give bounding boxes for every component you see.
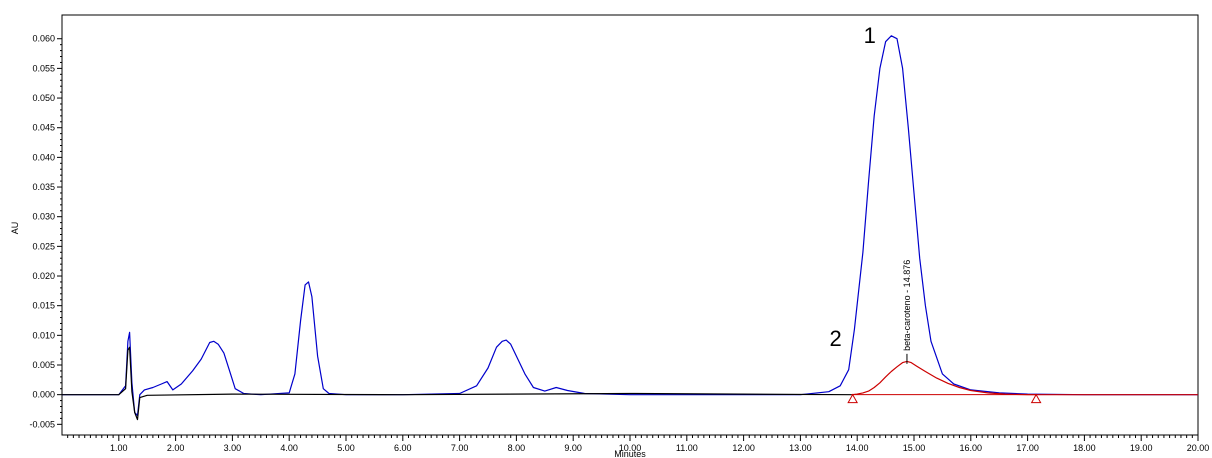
x-tick-label: 3.00	[224, 443, 242, 453]
y-axis-label: AU	[10, 222, 20, 235]
series-line-3	[851, 360, 1198, 396]
x-tick-label: 10.00	[619, 443, 642, 453]
x-tick-label: 9.00	[564, 443, 582, 453]
y-tick-label: -0.005	[29, 419, 55, 429]
x-tick-label: 13.00	[789, 443, 812, 453]
x-tick-label: 5.00	[337, 443, 355, 453]
y-tick-label: 0.005	[32, 360, 55, 370]
x-tick-label: 16.00	[960, 443, 983, 453]
plot-frame	[61, 14, 1199, 436]
y-axis: -0.005 0.000 0.005 0.010 0.015 0.020 0.025 0.03…	[29, 34, 62, 429]
x-tick-label: 6.00	[394, 443, 412, 453]
integration-marker	[1030, 393, 1042, 404]
x-tick-label: 17.00	[1016, 443, 1039, 453]
series-layer	[62, 35, 1198, 421]
peak-label: beta-caroteno - 14.876	[902, 260, 912, 351]
y-tick-label: 0.035	[32, 182, 55, 192]
y-tick-label: 0.060	[32, 34, 55, 44]
x-tick-label: 14.00	[846, 443, 869, 453]
x-tick-label: 15.00	[903, 443, 926, 453]
y-tick-label: 0.000	[32, 390, 55, 400]
y-tick-label: 0.010	[32, 330, 55, 340]
y-tick-label: 0.040	[32, 152, 55, 162]
y-tick-label: 0.050	[32, 93, 55, 103]
x-tick-label: 19.00	[1130, 443, 1153, 453]
x-tick-label: 8.00	[508, 443, 526, 453]
trace-number-label: 2	[829, 326, 841, 351]
x-tick-label: 4.00	[280, 443, 298, 453]
series-line-2	[62, 346, 852, 421]
y-tick-label: 0.055	[32, 63, 55, 73]
y-tick-label: 0.015	[32, 301, 55, 311]
x-tick-label: 18.00	[1073, 443, 1096, 453]
x-tick-label: 12.00	[732, 443, 755, 453]
annotations: 1 2 beta-caroteno - 14.876	[829, 23, 912, 364]
x-tick-label: 2.00	[167, 443, 185, 453]
y-tick-label: 0.020	[32, 271, 55, 281]
y-tick-label: 0.030	[32, 212, 55, 222]
x-tick-label: 7.00	[451, 443, 469, 453]
x-tick-label: 11.00	[676, 443, 698, 453]
x-axis: 1.00 2.00 3.00 4.00 5.00 6.00 7.00 8.00 9.00 10.0…	[67, 435, 1210, 453]
integration-marker	[847, 393, 859, 404]
y-tick-label: 0.045	[32, 123, 55, 133]
x-tick-label: 20.00	[1187, 443, 1210, 453]
x-axis-label: Minutes	[614, 449, 646, 458]
x-tick-label: 1.00	[110, 443, 128, 453]
y-tick-label: 0.025	[32, 241, 55, 251]
integration-markers	[847, 393, 1042, 404]
trace-number-label: 1	[864, 23, 876, 48]
series-line-1	[62, 35, 1198, 416]
